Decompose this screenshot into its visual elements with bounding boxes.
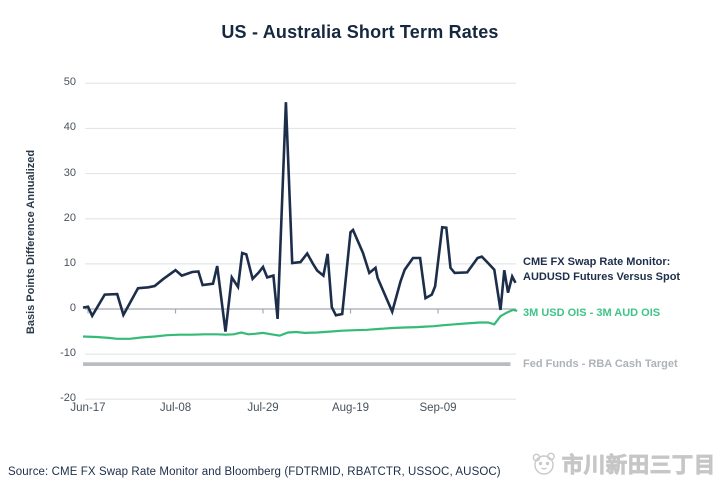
chart-title: US - Australia Short Term Rates	[221, 22, 499, 42]
legend-green-label: 3M USD OIS - 3M AUD OIS	[523, 307, 661, 319]
y-tick-label: 20	[63, 211, 76, 224]
legend-navy-label: CME FX Swap Rate Monitor: AUDUSD Futures…	[523, 255, 680, 285]
y-tick-label: 50	[63, 76, 76, 89]
y-tick-label: 0	[69, 302, 76, 314]
series-line-1	[82, 308, 518, 340]
legend-gray-label: Fed Funds - RBA Cash Target	[523, 358, 678, 370]
legend-navy-line1: CME FX Swap Rate Monitor:	[523, 256, 671, 268]
x-tick-label: Jul-29	[247, 402, 279, 414]
y-tick-label: -20	[60, 392, 76, 405]
source-text: Source: CME FX Swap Rate Monitor and Blo…	[8, 466, 501, 478]
series-line-2	[82, 102, 517, 332]
y-tick-label: 30	[63, 166, 76, 179]
watermark: 市川新田三丁目	[528, 449, 716, 479]
watermark-text: 市川新田三丁目	[562, 454, 716, 478]
y-tick-label: -10	[60, 347, 76, 360]
x-tick-label: Jun-17	[70, 402, 106, 414]
x-tick-label: Sep-09	[419, 402, 457, 414]
y-tick-label: 40	[63, 121, 76, 134]
x-tick-label: Aug-19	[331, 402, 370, 414]
legend-navy-line2: AUDUSD Futures Versus Spot	[523, 271, 681, 283]
y-tick-label: 10	[63, 256, 76, 269]
x-tick-label: Jul-08	[159, 402, 192, 414]
panda-icon	[532, 452, 555, 475]
